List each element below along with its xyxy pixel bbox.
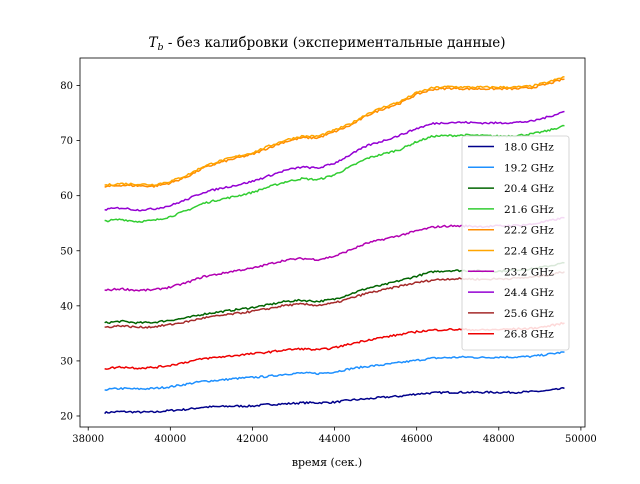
legend-entry: 19.2 GHz xyxy=(468,162,554,174)
legend-label: 22.4 GHz xyxy=(504,246,554,258)
series-line-22-2-ghz xyxy=(104,78,565,188)
axes: 38000 40000 42000 44000 46000 48000 50000 20 30 4… xyxy=(60,57,597,445)
x-tick-label: 38000 xyxy=(72,434,104,445)
legend-box xyxy=(461,135,570,351)
chart-title: Tb - без калибровки (экспериментальные д… xyxy=(148,35,505,53)
x-tick-label: 48000 xyxy=(483,434,515,445)
series-line-21-6-ghz xyxy=(104,124,565,223)
x-tick-label: 42000 xyxy=(237,434,269,445)
y-tick-label: 80 xyxy=(60,81,73,92)
series-group xyxy=(104,75,565,415)
x-tick-label: 40000 xyxy=(154,434,186,445)
legend-entry: 20.4 GHz xyxy=(468,183,554,195)
axes-frame xyxy=(79,57,586,428)
legend-entry: 25.6 GHz xyxy=(468,308,554,320)
legend: 18.0 GHz 19.2 GHz 20.4 GHz 21.6 GHz 22.2 GHz… xyxy=(461,135,570,351)
legend-entry: 23.2 GHz xyxy=(468,266,554,278)
x-axis-label: время (сек.) xyxy=(292,456,362,469)
y-tick-label: 50 xyxy=(60,246,73,257)
legend-entry: 24.4 GHz xyxy=(468,287,554,299)
chart-title-rest: - без калибровки (экспериментальные данн… xyxy=(164,35,506,51)
x-tick-label: 50000 xyxy=(565,434,597,445)
y-tick-label: 40 xyxy=(60,301,73,312)
legend-entry: 18.0 GHz xyxy=(468,142,554,154)
legend-entry: 22.2 GHz xyxy=(468,225,554,237)
chart-title-main: T xyxy=(148,35,158,51)
series-line-19-2-ghz xyxy=(104,351,565,391)
legend-label: 24.4 GHz xyxy=(504,287,554,299)
y-tick-label: 20 xyxy=(60,411,73,422)
legend-label: 22.2 GHz xyxy=(504,225,554,237)
legend-label: 19.2 GHz xyxy=(504,162,554,174)
y-tick-label: 70 xyxy=(60,136,73,147)
plot-area xyxy=(104,75,565,415)
x-tick-label: 46000 xyxy=(401,434,433,445)
series-line-18-0-ghz xyxy=(104,387,565,415)
legend-entry: 26.8 GHz xyxy=(468,329,554,341)
legend-label: 18.0 GHz xyxy=(504,142,554,154)
legend-entry: 22.4 GHz xyxy=(468,246,554,258)
series-line-22-4-ghz xyxy=(104,75,565,187)
legend-label: 20.4 GHz xyxy=(504,183,554,195)
legend-label: 21.6 GHz xyxy=(504,204,554,216)
legend-label: 25.6 GHz xyxy=(504,308,554,320)
legend-label: 23.2 GHz xyxy=(504,266,554,278)
legend-label: 26.8 GHz xyxy=(504,329,554,341)
chart-title-subscript: b xyxy=(157,42,163,53)
x-tick-label: 44000 xyxy=(319,434,351,445)
y-tick-label: 30 xyxy=(60,356,73,367)
y-tick-label: 60 xyxy=(60,191,73,202)
series-line-24-4-ghz xyxy=(104,110,565,212)
legend-entry: 21.6 GHz xyxy=(468,204,554,216)
